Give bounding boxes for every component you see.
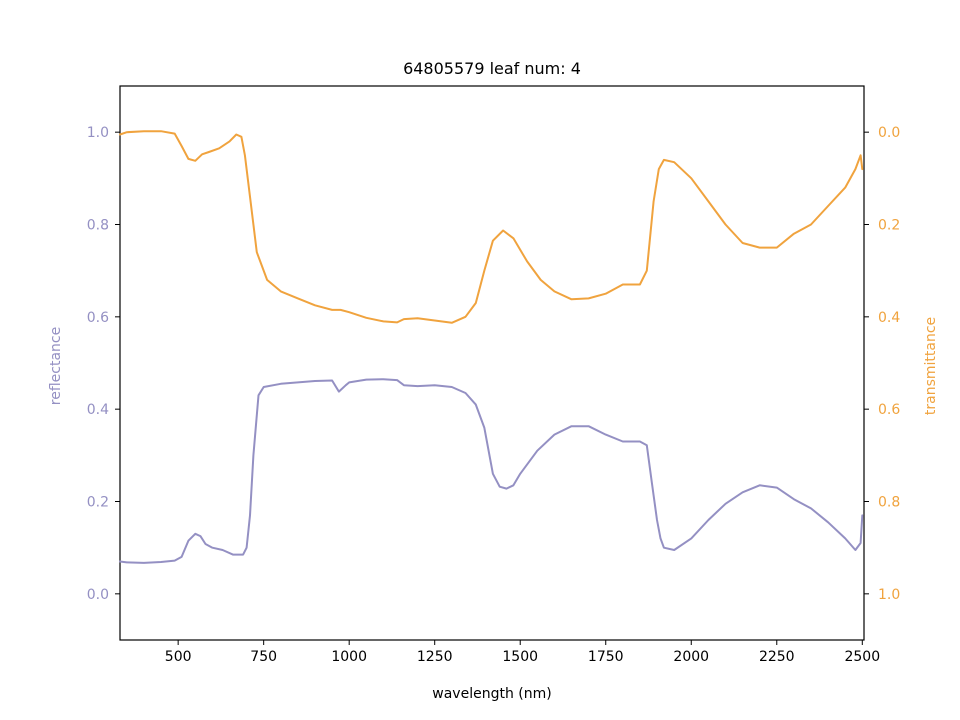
y-axis-right-label: transmittance bbox=[923, 317, 939, 415]
series-layer bbox=[119, 130, 864, 564]
y-left-tick-label: 0.4 bbox=[87, 402, 109, 418]
y-right-tick-label: 0.0 bbox=[878, 125, 900, 141]
y-left-tick-label: 0.8 bbox=[87, 218, 109, 234]
y-left-tick-label: 0.2 bbox=[87, 495, 109, 511]
x-tick-label: 2000 bbox=[673, 649, 709, 665]
plot-area bbox=[119, 85, 865, 641]
x-tick-label: 500 bbox=[165, 649, 192, 665]
x-tick-label: 1000 bbox=[331, 649, 367, 665]
y-axis-right: 0.0 0.2 0.4 0.6 0.8 1.0 bbox=[864, 125, 900, 603]
x-axis-label: wavelength (nm) bbox=[432, 686, 551, 702]
x-tick-label: 1500 bbox=[502, 649, 538, 665]
chart-title: 64805579 leaf num: 4 bbox=[403, 59, 581, 78]
y-right-tick-label: 0.6 bbox=[878, 402, 900, 418]
reflectance-series-line bbox=[119, 378, 864, 564]
y-axis-left-label: reflectance bbox=[48, 327, 64, 405]
y-right-tick-label: 0.8 bbox=[878, 495, 900, 511]
y-left-tick-label: 1.0 bbox=[87, 125, 109, 141]
y-axis-left: 0.0 0.2 0.4 0.6 0.8 1.0 bbox=[87, 125, 120, 603]
y-right-tick-label: 0.4 bbox=[878, 310, 900, 326]
x-tick-label: 2250 bbox=[759, 649, 795, 665]
x-tick-label: 750 bbox=[250, 649, 277, 665]
transmittance-series-line bbox=[119, 130, 864, 324]
x-tick-label: 2500 bbox=[844, 649, 880, 665]
x-axis: 500 750 1000 1250 1500 1750 2000 2250 2500 bbox=[165, 640, 880, 665]
x-tick-label: 1250 bbox=[417, 649, 453, 665]
y-right-tick-label: 0.2 bbox=[878, 218, 900, 234]
y-left-tick-label: 0.0 bbox=[87, 587, 109, 603]
x-tick-label: 1750 bbox=[588, 649, 624, 665]
y-right-tick-label: 1.0 bbox=[878, 587, 900, 603]
plot-frame bbox=[119, 85, 865, 641]
y-left-tick-label: 0.6 bbox=[87, 310, 109, 326]
